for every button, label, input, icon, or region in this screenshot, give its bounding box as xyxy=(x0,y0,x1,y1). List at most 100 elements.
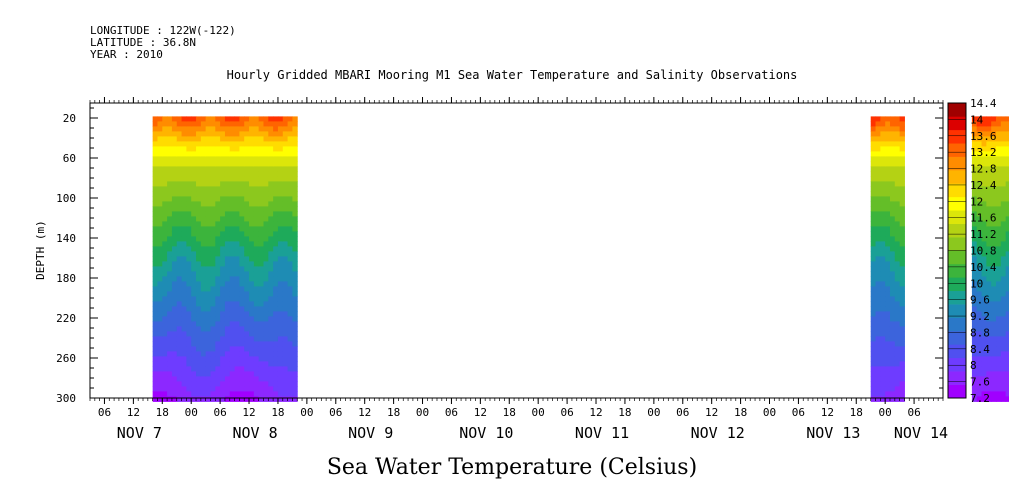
temperature-cell xyxy=(239,341,245,347)
temperature-cell xyxy=(220,126,226,132)
temperature-cell xyxy=(971,131,978,137)
temperature-cell xyxy=(894,396,901,402)
temperature-cell xyxy=(234,356,240,362)
temperature-cell xyxy=(224,396,231,402)
temperature-cell xyxy=(1005,341,1009,347)
temperature-cell xyxy=(287,201,293,207)
temperature-cell xyxy=(229,196,236,202)
temperature-cell xyxy=(253,311,260,317)
temperature-cell xyxy=(273,341,279,347)
temperature-cell xyxy=(186,211,192,217)
temperature-cell xyxy=(981,136,987,142)
temperature-cell xyxy=(273,161,279,167)
temperature-cell xyxy=(899,291,905,297)
temperature-cell xyxy=(234,261,240,267)
temperature-cell xyxy=(200,266,207,272)
temperature-cell xyxy=(899,391,905,397)
temperature-cell xyxy=(191,206,197,212)
temperature-cell xyxy=(1005,161,1009,167)
temperature-cell xyxy=(191,196,197,202)
temperature-cell xyxy=(200,386,207,392)
temperature-cell xyxy=(277,286,284,292)
temperature-cell xyxy=(971,181,978,187)
temperature-cell xyxy=(200,291,207,297)
temperature-cell xyxy=(996,296,1002,302)
temperature-cell xyxy=(263,366,269,372)
temperature-cell xyxy=(181,351,187,357)
temperature-cell xyxy=(167,251,173,257)
temperature-cell xyxy=(186,116,192,122)
temperature-cell xyxy=(157,206,163,212)
temperature-cell xyxy=(870,236,877,242)
temperature-cell xyxy=(1005,151,1009,157)
temperature-cell xyxy=(205,156,211,162)
temperature-cell xyxy=(253,146,260,152)
temperature-cell xyxy=(152,336,158,342)
temperature-cell xyxy=(258,361,264,367)
temperature-cell xyxy=(889,171,896,177)
temperature-cell xyxy=(971,121,978,127)
temperature-cell xyxy=(157,291,163,297)
temperature-cell xyxy=(224,266,231,272)
temperature-cell xyxy=(268,236,274,242)
temperature-cell xyxy=(875,176,881,182)
temperature-cell xyxy=(880,191,886,197)
temperature-cell xyxy=(899,271,905,277)
temperature-cell xyxy=(986,261,992,267)
temperature-cell xyxy=(162,381,168,387)
temperature-cell xyxy=(157,151,163,157)
temperature-cell xyxy=(976,356,983,362)
temperature-cell xyxy=(258,201,264,207)
temperature-cell xyxy=(253,291,260,297)
temperature-cell xyxy=(152,286,158,292)
temperature-cell xyxy=(971,206,978,212)
temperature-cell xyxy=(253,221,260,227)
temperature-cell xyxy=(971,351,978,357)
temperature-cell xyxy=(971,296,978,302)
temperature-cell xyxy=(152,221,158,227)
temperature-cell xyxy=(196,251,202,257)
temperature-cell xyxy=(162,306,168,312)
temperature-cell xyxy=(1000,326,1007,332)
temperature-cell xyxy=(152,326,158,332)
temperature-cell xyxy=(263,156,269,162)
temperature-cell xyxy=(239,386,245,392)
temperature-cell xyxy=(229,176,236,182)
temperature-cell xyxy=(191,276,197,282)
temperature-cell xyxy=(996,261,1002,267)
temperature-cell xyxy=(263,161,269,167)
temperature-cell xyxy=(899,151,905,157)
temperature-cell xyxy=(210,346,216,352)
temperature-cell xyxy=(167,236,173,242)
temperature-cell xyxy=(167,271,173,277)
temperature-cell xyxy=(981,131,987,137)
temperature-cell xyxy=(263,371,269,377)
temperature-cell xyxy=(167,126,173,132)
temperature-cell xyxy=(273,391,279,397)
temperature-cell xyxy=(253,326,260,332)
temperature-cell xyxy=(875,276,881,282)
temperature-cell xyxy=(894,116,901,122)
temperature-cell xyxy=(244,376,250,382)
temperature-cell xyxy=(870,391,877,397)
temperature-cell xyxy=(991,256,997,262)
temperature-cell xyxy=(991,276,997,282)
temperature-cell xyxy=(239,116,245,122)
temperature-cell xyxy=(273,261,279,267)
temperature-cell xyxy=(191,381,197,387)
temperature-cell xyxy=(880,126,886,132)
temperature-cell xyxy=(215,141,221,147)
temperature-cell xyxy=(196,201,202,207)
temperature-cell xyxy=(976,126,983,132)
temperature-cell xyxy=(268,311,274,317)
temperature-cell xyxy=(200,181,207,187)
temperature-cell xyxy=(239,296,245,302)
temperature-cell xyxy=(885,336,891,342)
temperature-cell xyxy=(253,346,260,352)
temperature-cell xyxy=(234,366,240,372)
temperature-cell xyxy=(277,336,284,342)
temperature-cell xyxy=(263,386,269,392)
temperature-cell xyxy=(870,346,877,352)
temperature-cell xyxy=(996,381,1002,387)
temperature-cell xyxy=(263,181,269,187)
